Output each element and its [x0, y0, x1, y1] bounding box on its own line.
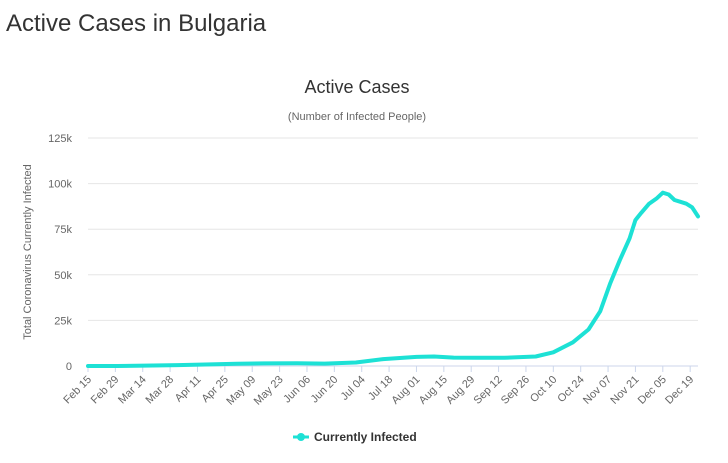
x-tick-label: Nov 21 — [608, 374, 641, 407]
y-tick-label: 25k — [54, 315, 72, 327]
y-tick-labels: 0 25k 50k 75k 100k 125k — [48, 133, 72, 373]
y-tick-label: 0 — [66, 361, 72, 373]
x-tick-label: Feb 29 — [89, 374, 122, 407]
x-tick-label: Aug 29 — [444, 374, 477, 407]
y-tick-label: 100k — [48, 179, 72, 191]
x-tick-label: Sep 26 — [499, 374, 532, 407]
x-tick-label: Apr 11 — [173, 374, 204, 405]
y-tick-label: 75k — [54, 224, 72, 236]
x-tick-label: Aug 15 — [417, 374, 450, 407]
chart-subtitle: (Number of Infected People) — [288, 111, 426, 123]
x-tick-label: Dec 19 — [663, 374, 696, 407]
y-tick-label: 125k — [48, 133, 72, 145]
x-tick-label: Sep 12 — [472, 374, 505, 407]
page-heading: Active Cases in Bulgaria — [6, 10, 267, 37]
x-tick-label: Nov 07 — [581, 374, 614, 407]
legend-marker — [297, 433, 305, 441]
chart-title: Active Cases — [304, 77, 409, 97]
x-tick-label: Aug 01 — [389, 374, 422, 407]
x-tick-label: Mar 14 — [116, 374, 149, 407]
x-tick-label: Feb 15 — [61, 374, 94, 407]
legend-label: Currently Infected — [314, 430, 417, 444]
x-tick-label: Jul 04 — [339, 374, 368, 403]
x-tick-label: Oct 10 — [528, 374, 559, 405]
x-tick-label: May 09 — [224, 374, 258, 408]
grid-layer — [87, 137, 698, 372]
x-tick-label: Mar 28 — [144, 374, 177, 407]
x-tick-label: Jun 20 — [309, 374, 341, 406]
legend-item-currently-infected[interactable]: Currently Infected — [293, 430, 417, 444]
x-tick-label: Dec 05 — [636, 374, 669, 407]
series-layer — [86, 190, 700, 368]
y-tick-label: 50k — [54, 270, 72, 282]
x-tick-label: Jun 06 — [281, 374, 313, 406]
x-tick-label: May 23 — [252, 374, 286, 408]
y-axis-title: Total Coronavirus Currently Infected — [22, 164, 34, 339]
series-line-currently-infected — [86, 190, 700, 368]
